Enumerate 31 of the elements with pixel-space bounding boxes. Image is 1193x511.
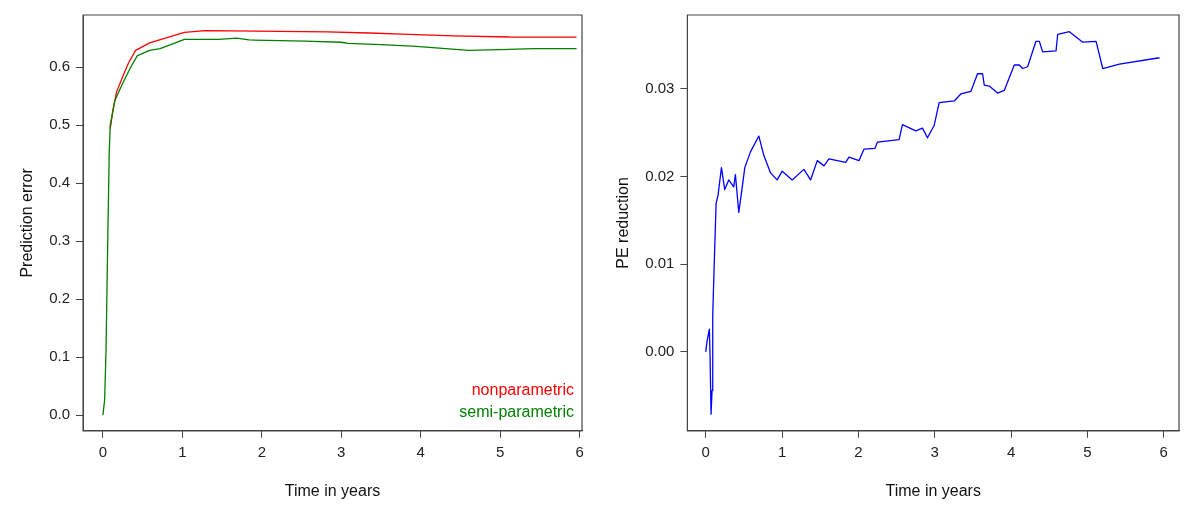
y-tick-label: 0.00	[645, 341, 675, 359]
y-tick-label: 0.3	[49, 231, 71, 249]
y-tick-label: 0.4	[49, 173, 71, 191]
y-tick-label: 0.2	[49, 289, 71, 307]
x-tick-label: 4	[416, 442, 425, 460]
x-tick-label: 3	[930, 442, 939, 460]
text: nonparametric	[471, 381, 574, 399]
y-tick-label: 0.02	[645, 166, 675, 184]
y-tick-label: 0.0	[49, 405, 71, 423]
x-tick-label: 6	[575, 442, 584, 460]
x-axis-title: Time in years	[284, 481, 381, 499]
x-tick-label: 5	[1083, 442, 1092, 460]
x-tick-label: 1	[777, 442, 787, 460]
text: semi-parametric	[459, 403, 574, 421]
y-axis-title: Prediction error	[18, 167, 36, 278]
y-tick-label: 0.6	[49, 57, 71, 75]
x-tick-label: 0	[701, 442, 710, 460]
x-tick-label: 6	[1159, 442, 1168, 460]
y-axis-title: PE reduction	[614, 177, 632, 269]
x-tick-label: 1	[178, 442, 187, 460]
y-tick-label: 0.01	[645, 254, 675, 272]
y-tick-label: 0.03	[645, 78, 675, 96]
x-tick-label: 2	[257, 442, 266, 460]
x-tick-label: 2	[854, 442, 863, 460]
y-tick-label: 0.1	[49, 347, 71, 365]
x-tick-label: 4	[1006, 442, 1016, 460]
x-tick-label: 5	[495, 442, 505, 460]
x-axis-title: Time in years	[885, 481, 981, 499]
x-tick-label: 3	[337, 442, 346, 460]
x-tick-label: 0	[98, 442, 108, 460]
y-tick-label: 0.5	[49, 115, 71, 133]
